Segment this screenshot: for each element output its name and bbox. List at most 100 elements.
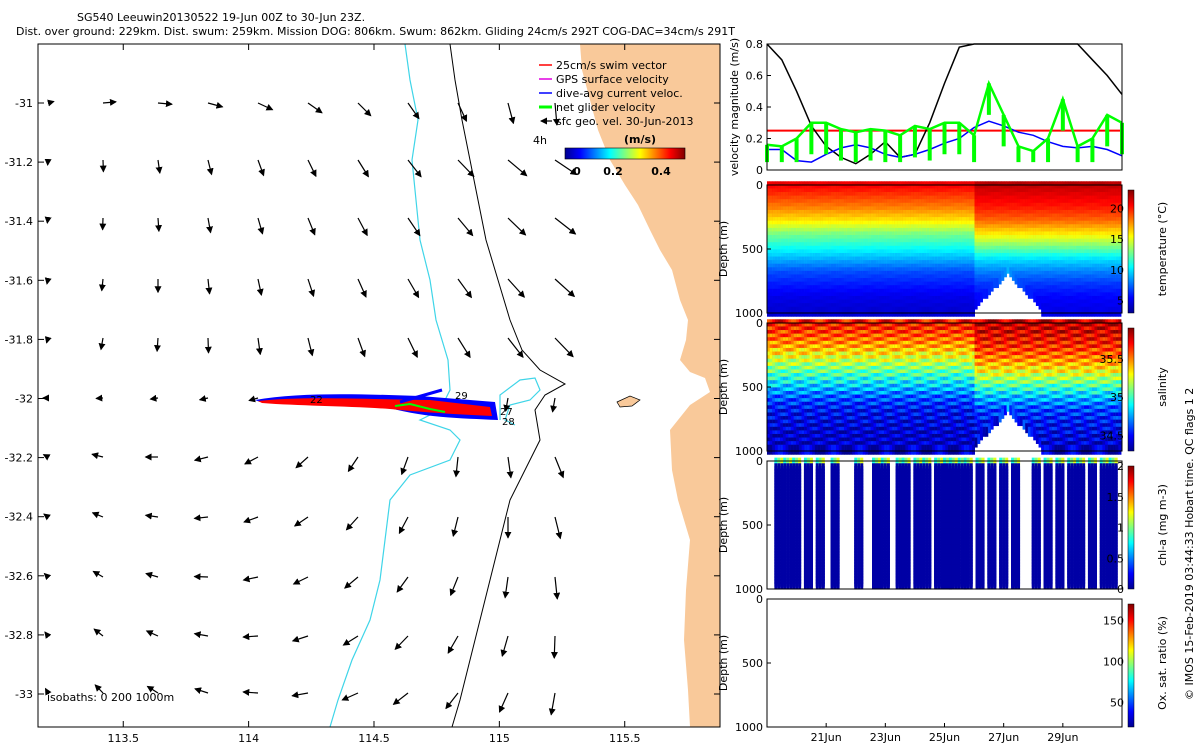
velocity-vector: [357, 337, 366, 358]
velocity-vector: [552, 102, 560, 126]
lat-tick-label: -32.8: [5, 629, 33, 642]
section-cell: [833, 306, 837, 317]
section-cell: [1033, 292, 1037, 303]
section-cell: [860, 306, 864, 317]
velocity-vector: [44, 631, 52, 639]
section-cell: [1118, 306, 1122, 317]
velocity-vector: [457, 102, 468, 123]
section-cell: [934, 306, 938, 317]
legend-label: sfc geo. vel. 30-Jun-2013: [556, 115, 693, 128]
section-cell: [878, 306, 882, 317]
section-cell: [1067, 306, 1071, 317]
velocity-vector: [554, 516, 563, 540]
section-cell: [1083, 306, 1087, 317]
velocity-vector: [206, 159, 214, 176]
lon-tick-label: 115.5: [609, 732, 641, 745]
section-cell: [862, 306, 866, 317]
lon-tick-label: 114.5: [358, 732, 390, 745]
velocity-vector: [554, 159, 578, 176]
velocity-vector: [155, 159, 163, 175]
velocity-vector: [445, 692, 459, 710]
section-cell: [985, 288, 989, 299]
section-cell: [801, 306, 805, 317]
lon-tick-label: 114: [238, 732, 259, 745]
velocity-vector: [457, 278, 472, 299]
velocity-vector: [92, 570, 104, 578]
section-cell: [948, 306, 952, 317]
section-cell: [777, 306, 781, 317]
title-line-2: Dist. over ground: 229km. Dist. swum: 25…: [16, 25, 735, 38]
speed-colorbar: [564, 147, 686, 160]
section-cell: [817, 306, 821, 317]
section-cell: [929, 306, 933, 317]
colorbar-tick-label: 15: [1110, 233, 1124, 246]
section-cell: [910, 306, 914, 317]
section-cell: [830, 306, 834, 317]
velocity-vector: [507, 337, 524, 359]
section-cell: [1041, 306, 1045, 317]
section-cell: [772, 444, 776, 455]
velocity-vector: [98, 278, 106, 292]
velocity-vector: [357, 102, 372, 117]
velocity-vector: [554, 278, 576, 298]
isobath-label: isobaths: 0 200 1000m: [47, 691, 174, 704]
section-cell: [812, 306, 816, 317]
velocity-vector: [507, 159, 528, 177]
lat-tick-label: -31.2: [5, 156, 33, 169]
section-cell: [1062, 306, 1066, 317]
section-cell: [814, 306, 818, 317]
velocity-vector: [447, 635, 459, 654]
velocity-vector: [451, 516, 459, 537]
section-cell: [884, 306, 888, 317]
section-cell: [969, 306, 973, 317]
section-cell: [785, 306, 789, 317]
section-cell: [766, 444, 770, 455]
section-cell: [796, 306, 800, 317]
section-cell: [945, 306, 949, 317]
velocity-vector: [307, 278, 316, 298]
section-cell: [1025, 285, 1029, 296]
velocity-vector: [154, 337, 161, 353]
velocity-vector: [449, 576, 459, 597]
velocity-vector: [457, 217, 474, 237]
velocity-vector: [307, 102, 323, 114]
section-cell: [844, 306, 848, 317]
velocity-vector: [407, 102, 420, 120]
section-cell: [1097, 306, 1101, 317]
section-colorbar: [1127, 189, 1135, 314]
velocity-vector: [157, 100, 173, 108]
section-cell: [1030, 288, 1034, 299]
velocity-vector: [498, 692, 509, 713]
velocity-vector: [194, 687, 209, 694]
section-cell: [913, 306, 917, 317]
velocity-vector: [145, 630, 159, 637]
velocity-vector: [242, 688, 259, 696]
section-cell: [995, 278, 999, 289]
velocity-vector: [400, 456, 409, 476]
section-cell: [918, 306, 922, 317]
section-cell: [766, 306, 770, 317]
lat-tick-label: -31.4: [5, 215, 33, 228]
velocity-vector: [407, 159, 422, 178]
velocity-vector: [207, 101, 224, 109]
section-cell: [782, 306, 786, 317]
velocity-vector: [407, 278, 420, 299]
velocity-vector: [193, 631, 209, 639]
velocity-vector: [242, 575, 259, 583]
velocity-vector: [44, 216, 52, 224]
section-cell: [1006, 263, 1010, 274]
lon-tick-label: 115: [489, 732, 510, 745]
velocity-ytick-label: 0.4: [746, 101, 764, 114]
section-cell: [854, 306, 858, 317]
section-cell: [990, 281, 994, 292]
section-cell: [1003, 267, 1007, 278]
map-frame: [37, 43, 721, 728]
section-cell: [926, 306, 930, 317]
legend-label: net glider velocity: [556, 101, 656, 114]
section-cell: [1051, 306, 1055, 317]
section-cell: [932, 306, 936, 317]
track-swim-vectors: [258, 398, 492, 416]
velocity-vector: [550, 635, 558, 659]
velocity-vector: [93, 628, 104, 637]
